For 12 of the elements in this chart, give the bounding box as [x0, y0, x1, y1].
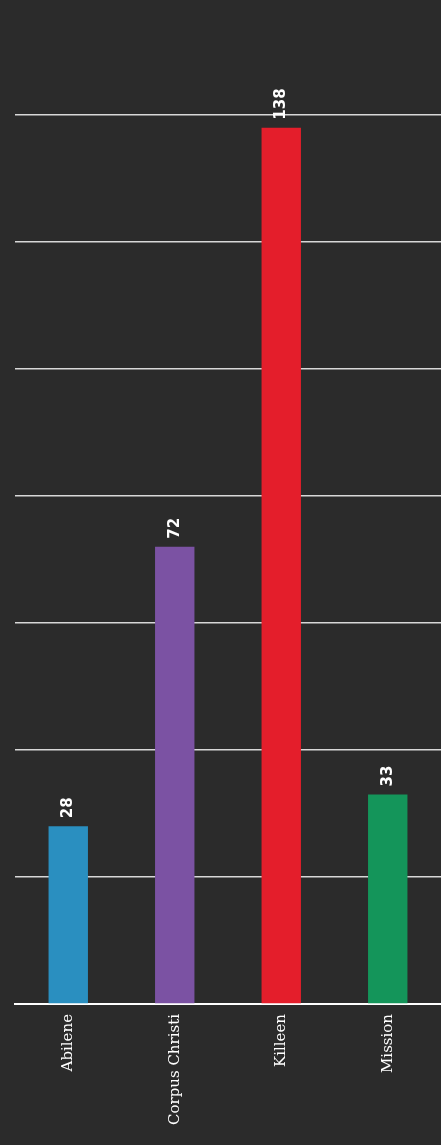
bar — [155, 546, 195, 1004]
data-label: 33 — [377, 765, 396, 787]
data-label: 72 — [164, 517, 183, 539]
x-tick-label: Corpus Christi — [164, 1013, 183, 1126]
bar — [48, 826, 88, 1004]
x-tick-label: Killeen — [271, 1013, 290, 1067]
data-label: 28 — [58, 797, 77, 819]
x-tick-label: Abilene — [58, 1013, 77, 1073]
bar — [261, 127, 301, 1004]
data-label: 138 — [271, 88, 290, 120]
x-tick-label: Mission — [377, 1013, 396, 1074]
bar — [368, 794, 408, 1004]
